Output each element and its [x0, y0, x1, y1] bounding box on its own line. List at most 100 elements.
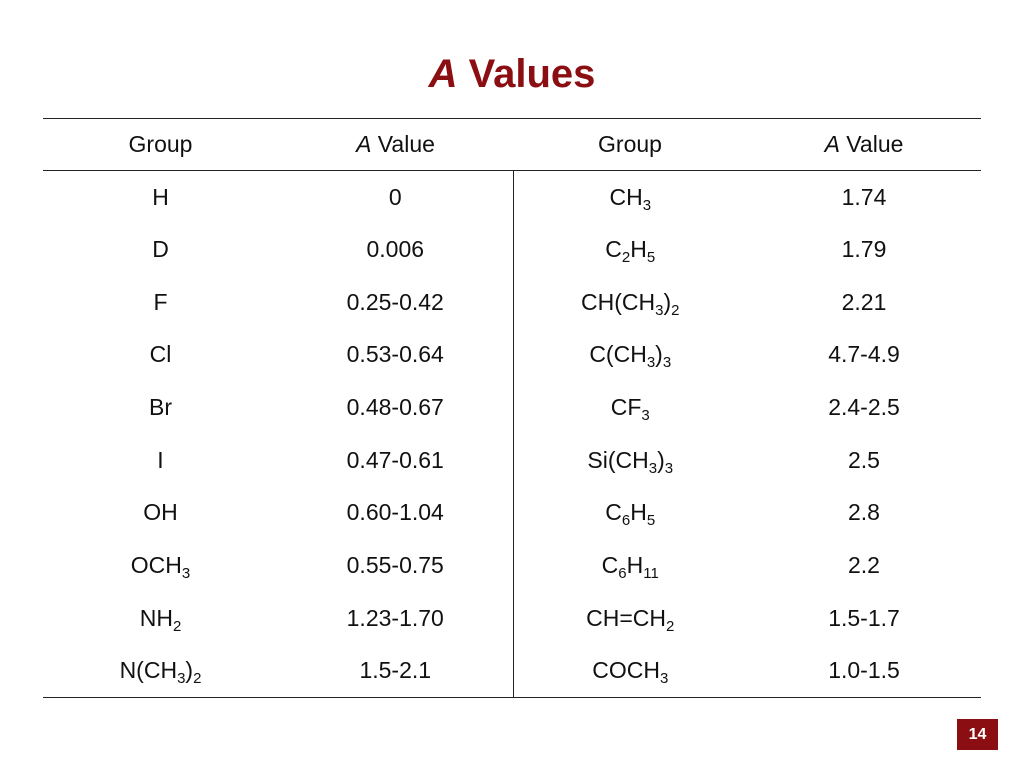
a-values-table: Group A Value Group A Value H 0 CH3 1.74 D 0.… — [43, 118, 981, 698]
formula-subscript: 2 — [671, 301, 680, 319]
formula-subscript: 11 — [643, 565, 659, 583]
header-a-value-2: A Value — [747, 118, 981, 171]
table-row: D 0.006 C2H5 1.79 — [43, 223, 981, 276]
formula-text: ) — [657, 446, 665, 473]
slide-title: A Values — [0, 50, 1024, 98]
cell-group-left: I — [43, 434, 278, 487]
header-italic: A — [824, 131, 840, 157]
formula-subscript: 3 — [642, 196, 652, 214]
cell-group-left: F — [43, 276, 278, 329]
cell-a-value-right: 2.5 — [848, 446, 880, 473]
cell-group-left: OH — [43, 487, 278, 540]
formula-text: H — [630, 499, 647, 526]
cell-a-value-left: 0.55-0.75 — [278, 539, 514, 592]
formula-subscript: 3 — [659, 670, 669, 688]
formula-text: F — [153, 288, 168, 315]
formula-subscript: 3 — [662, 354, 672, 372]
formula-text: CH=CH — [586, 604, 667, 631]
formula-text: C — [605, 236, 622, 263]
formula-subscript: 5 — [646, 512, 656, 530]
cell-a-value-left: 0.60-1.04 — [278, 486, 514, 540]
page-number-badge: 14 — [957, 719, 998, 750]
formula-text: C — [605, 499, 622, 526]
cell-group-right: C2H5 — [513, 223, 747, 276]
cell-group-right: CH(CH3)2 — [513, 276, 747, 329]
table-row: OCH3 0.55-0.75 C6H11 2.2 — [43, 539, 981, 592]
cell-group-right: CF3 — [513, 381, 747, 434]
cell-a-value-left: 0.25-0.42 — [278, 275, 514, 329]
formula-subscript: 3 — [646, 354, 656, 372]
formula-text: C — [601, 552, 619, 579]
cell-a-value-right: 2.8 — [848, 499, 880, 526]
cell-group-right: CH=CH2 — [513, 592, 747, 645]
formula-subscript: 3 — [655, 301, 664, 319]
table-row: F 0.25-0.42 CH(CH3)2 2.21 — [43, 275, 981, 329]
formula-text: Si(CH — [587, 446, 649, 473]
table-row: Br 0.48-0.67 CF3 2.4-2.5 — [43, 381, 981, 434]
formula-text: ) — [185, 657, 194, 684]
table-row: Cl 0.53-0.64 C(CH3)3 4.7-4.9 — [43, 328, 981, 382]
cell-a-value-left: 0.47-0.61 — [278, 433, 514, 487]
formula-subscript: 3 — [177, 670, 186, 688]
formula-text: C(CH — [589, 341, 647, 368]
table-header-row: Group A Value Group A Value — [43, 118, 981, 171]
cell-a-value-right: 1.79 — [841, 236, 887, 263]
table-row: H 0 CH3 1.74 — [43, 170, 981, 224]
table-row: I 0.47-0.61 Si(CH3)3 2.5 — [43, 433, 981, 487]
formula-text: Br — [149, 394, 172, 421]
cell-a-value-right: 1.5-1.7 — [828, 604, 900, 631]
formula-text: OH — [143, 499, 178, 526]
cell-a-value-right: 1.0-1.5 — [747, 644, 981, 698]
formula-subscript: 2 — [621, 249, 631, 267]
header-text: Value — [839, 131, 904, 157]
formula-subscript: 3 — [648, 459, 658, 477]
formula-text: CH — [609, 183, 643, 210]
formula-text: COCH — [592, 657, 660, 684]
cell-a-value-left: 0.48-0.67 — [278, 381, 514, 434]
formula-text: OCH — [130, 552, 182, 579]
table-row: N(CH3)2 1.5-2.1 COCH3 1.0-1.5 — [43, 644, 981, 698]
formula-text: H — [630, 236, 647, 263]
cell-a-value-left: 1.5-2.1 — [278, 644, 514, 698]
cell-a-value-left: 0.006 — [278, 223, 514, 276]
header-group-1: Group — [43, 118, 278, 171]
formula-subscript: 3 — [664, 459, 674, 477]
formula-text: ) — [663, 288, 672, 315]
formula-text: Cl — [149, 341, 172, 368]
cell-group-right: CH3 — [513, 171, 747, 224]
formula-text: ) — [655, 341, 663, 368]
cell-group-right: COCH3 — [513, 644, 747, 698]
formula-subscript: 3 — [181, 565, 191, 583]
cell-group-right: Si(CH3)3 — [513, 434, 747, 487]
cell-group-left: NH2 — [43, 592, 278, 645]
table-row: NH2 1.23-1.70 CH=CH2 1.5-1.7 — [43, 592, 981, 645]
formula-text: CF — [610, 394, 642, 421]
formula-subscript: 2 — [172, 617, 182, 635]
cell-group-left: N(CH3)2 — [43, 644, 278, 698]
header-text: Group — [598, 131, 662, 157]
cell-a-value-right: 2.2 — [848, 552, 880, 579]
cell-group-left: D — [43, 223, 278, 276]
formula-text: D — [152, 236, 169, 263]
cell-a-value-right: 2.4-2.5 — [828, 394, 900, 421]
cell-a-value-left: 0.53-0.64 — [278, 328, 514, 382]
header-group-2: Group — [513, 118, 747, 171]
cell-a-value-left: 0 — [278, 170, 514, 224]
formula-subscript: 6 — [621, 512, 631, 530]
cell-group-right: C6H11 — [513, 539, 747, 592]
cell-a-value-right: 1.74 — [841, 183, 887, 210]
cell-a-value-right: 2.21 — [841, 288, 887, 315]
formula-text: H — [152, 183, 169, 210]
formula-text: NH — [139, 604, 173, 631]
formula-subscript: 3 — [641, 407, 650, 425]
formula-text: CH(CH — [581, 288, 656, 315]
cell-group-left: Br — [43, 381, 278, 434]
cell-group-left: OCH3 — [43, 539, 278, 592]
table-row: OH 0.60-1.04 C6H5 2.8 — [43, 486, 981, 540]
formula-text: H — [626, 552, 644, 579]
cell-group-right: C6H5 — [513, 487, 747, 540]
formula-subscript: 6 — [618, 565, 627, 583]
formula-subscript: 2 — [193, 670, 202, 688]
cell-group-left: H — [43, 171, 278, 224]
header-text: Group — [128, 131, 193, 157]
